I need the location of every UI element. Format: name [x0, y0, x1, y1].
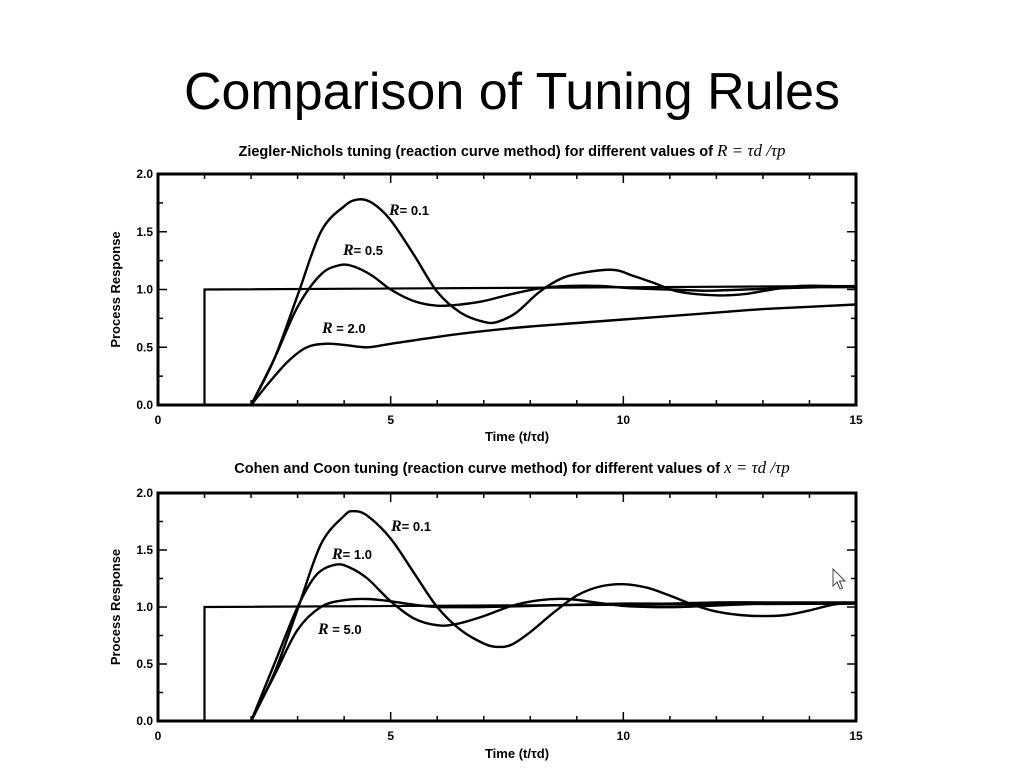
x-tick-label: 15 [849, 729, 863, 743]
y-tick-label: 0.0 [136, 398, 153, 412]
series-label: R= 0.1 [390, 518, 431, 535]
y-tick-label: 0.5 [136, 657, 153, 671]
x-axis-label: Time (t/τd) [485, 429, 549, 444]
series-label: R= 0.5 [342, 242, 383, 259]
series-label: R= 1.0 [331, 546, 372, 563]
series-label-symbol: R [342, 242, 354, 259]
series-label-value: = 1.0 [343, 547, 372, 562]
series-line [250, 263, 857, 406]
x-tick-label: 0 [155, 729, 162, 743]
series-line [250, 198, 857, 406]
y-tick-label: 0.5 [136, 340, 153, 354]
series-label: R = 5.0 [317, 621, 362, 638]
series-line [250, 303, 857, 406]
chart-1: 0 5 10 15 0.0 0.5 1.0 1.5 2.0 Time (t/τd) Process … [108, 167, 863, 444]
setpoint-line [158, 602, 857, 723]
chart-1-title-text: Ziegler-Nichols tuning (reaction curve m… [238, 144, 713, 160]
series-label-symbol: R [317, 621, 329, 638]
x-tick-label: 10 [617, 413, 631, 427]
chart-2-title-math: x = τd /τp [724, 458, 790, 477]
x-tick-label: 0 [155, 413, 162, 427]
chart-1-title-math: R = τd /τp [717, 141, 786, 160]
series-line [250, 509, 857, 722]
y-tick-label: 0.0 [136, 714, 153, 728]
x-tick-label: 15 [849, 413, 863, 427]
series-label-value: = 5.0 [329, 622, 362, 637]
chart-2-title-text: Cohen and Coon tuning (reaction curve me… [234, 461, 721, 477]
series-line [249, 563, 856, 722]
series-label-value: = 0.1 [400, 203, 429, 218]
chart-1-title: Ziegler-Nichols tuning (reaction curve m… [0, 141, 1024, 161]
x-tick-label: 10 [617, 729, 631, 743]
y-tick-label: 1.0 [136, 283, 153, 297]
series-label-symbol: R [321, 320, 333, 337]
setpoint-line [158, 284, 857, 407]
y-tick-label: 1.5 [136, 225, 153, 239]
y-tick-label: 2.0 [136, 486, 153, 500]
series-label-value: = 0.5 [354, 243, 383, 258]
series-label-symbol: R [331, 546, 343, 563]
series-label-symbol: R [388, 202, 400, 219]
series-label: R = 2.0 [321, 320, 366, 337]
chart-2-title: Cohen and Coon tuning (reaction curve me… [0, 458, 1024, 478]
y-axis-label: Process Response [108, 549, 123, 665]
x-tick-label: 5 [387, 729, 394, 743]
series-line [250, 597, 856, 722]
slide-title: Comparison of Tuning Rules [183, 63, 841, 121]
y-axis-label: Process Response [108, 231, 123, 347]
y-tick-label: 1.0 [136, 600, 153, 614]
series-label-value: = 2.0 [333, 321, 366, 336]
series-label-value: = 0.1 [402, 519, 431, 534]
x-tick-label: 5 [387, 413, 394, 427]
series-label-symbol: R [390, 518, 402, 535]
chart-2: 0 5 10 15 0.0 0.5 1.0 1.5 2.0 Time (t/τd) Process … [108, 486, 863, 761]
y-tick-label: 2.0 [136, 167, 153, 181]
x-axis-label: Time (t/τd) [485, 746, 549, 761]
y-tick-label: 1.5 [136, 543, 153, 557]
mouse-pointer-icon [832, 568, 847, 590]
series-label: R= 0.1 [388, 202, 429, 219]
